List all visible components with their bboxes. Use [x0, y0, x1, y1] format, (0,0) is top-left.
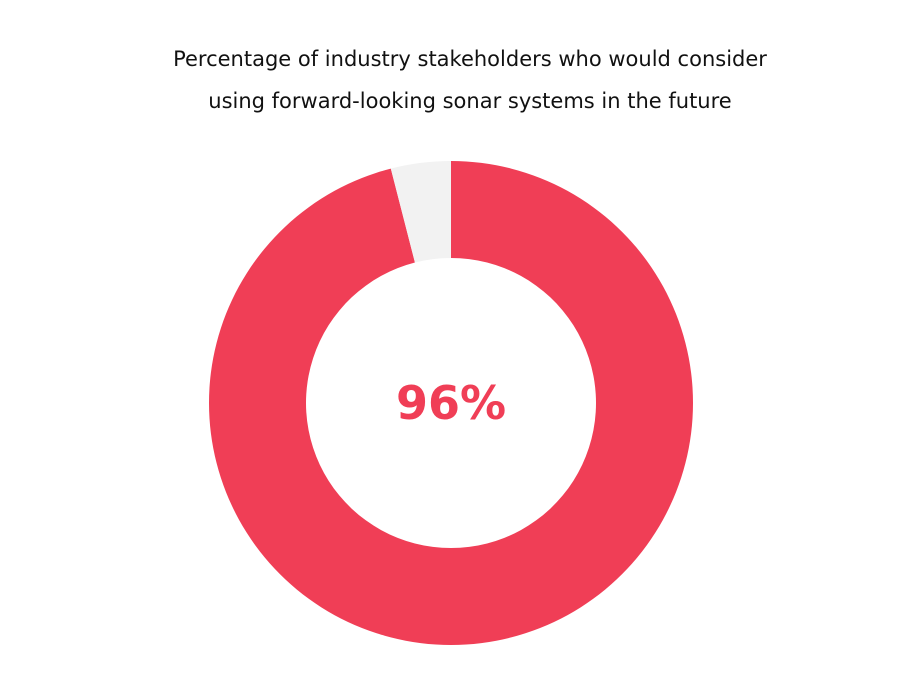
chart-title: Percentage of industry stakeholders who …	[173, 47, 767, 71]
donut-segment	[208, 161, 693, 646]
chart-title: using forward-looking sonar systems in t…	[208, 89, 731, 113]
center-label: 96%	[396, 376, 506, 430]
donut-segment	[390, 161, 451, 263]
